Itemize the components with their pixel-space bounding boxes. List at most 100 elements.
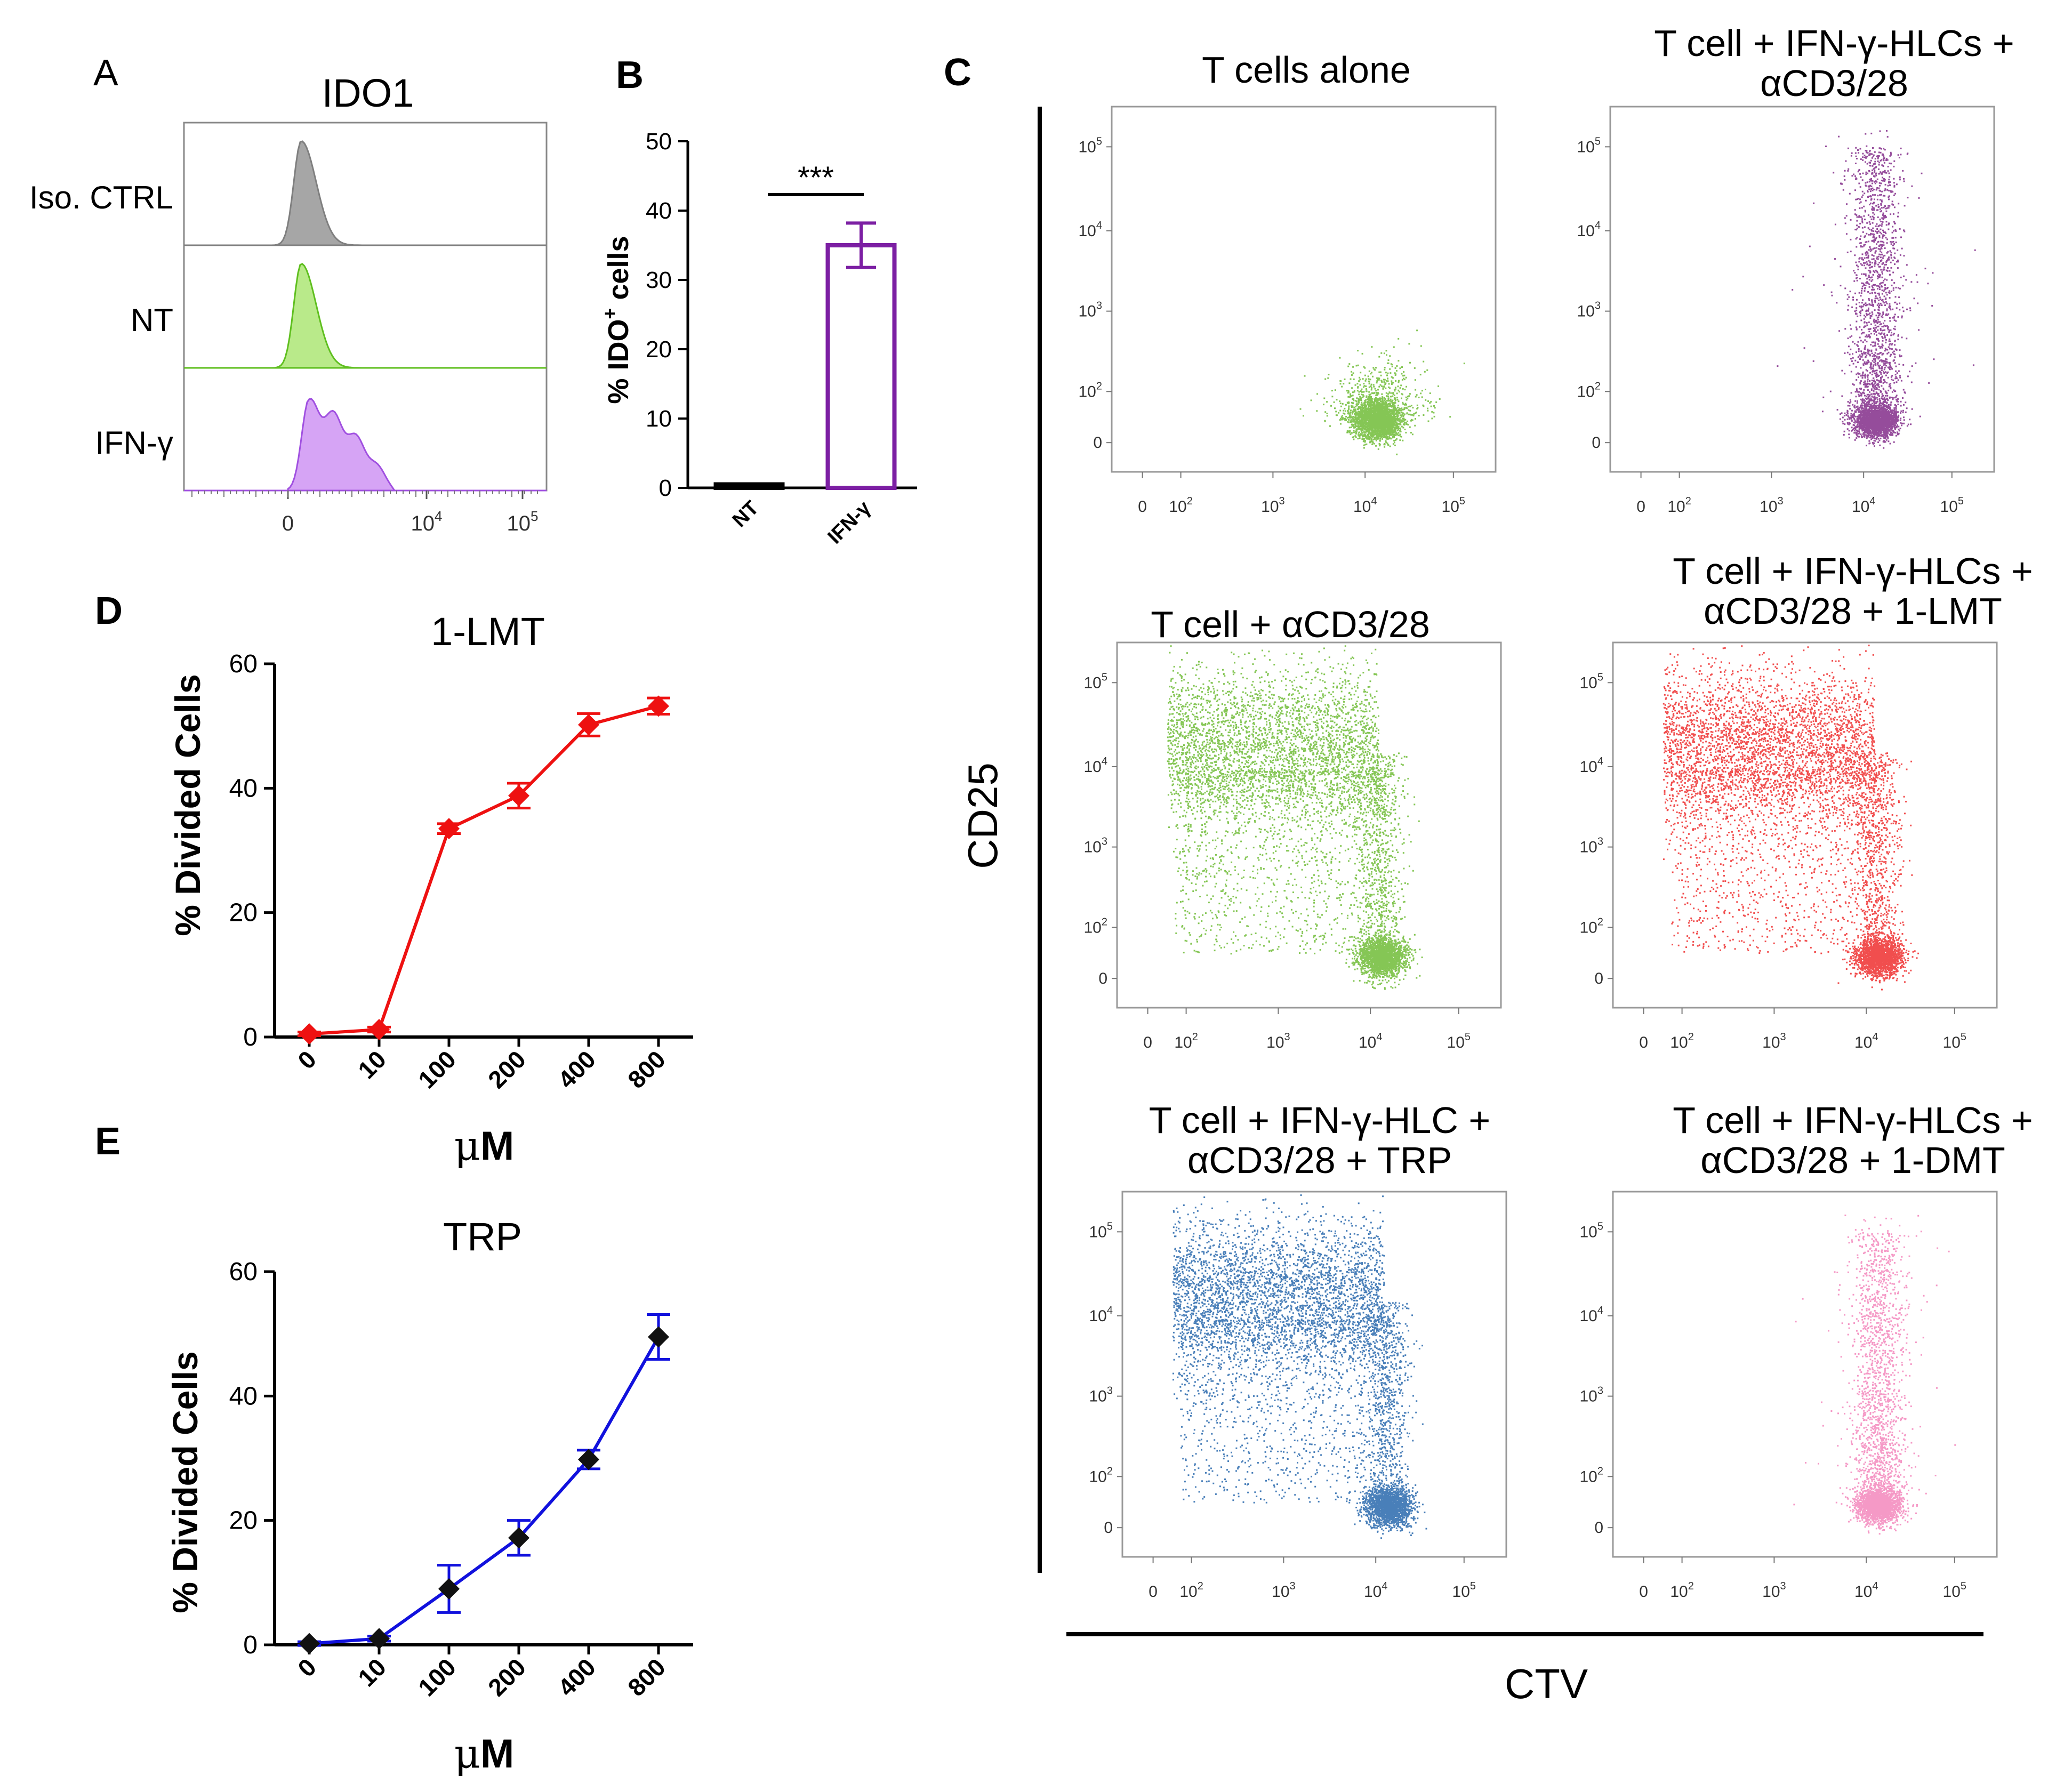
panel-a-xtick-label: 0	[282, 512, 294, 535]
panel-c-ytick-label: 104	[1577, 220, 1601, 240]
panel-d: 1-LMT % Divided Cells μM 0 20 40 60 0 10 100 20…	[168, 609, 693, 1169]
panel-c-xtick-label: 104	[1353, 495, 1377, 516]
panel-c-plot-title: T cell + IFN-γ-HLCs +	[1673, 550, 2033, 592]
panel-c-plot-1: T cell + IFN-γ-HLCs +αCD3/28 0 0 102 102 103 1…	[1577, 22, 2014, 516]
panel-e-xtick-label: 10	[352, 1653, 391, 1692]
panel-d-ylabel: % Divided Cells	[168, 674, 207, 936]
panel-c-dot-cloud	[1172, 1194, 1427, 1539]
panel-a-frame	[183, 122, 548, 492]
panel-c-ytick-label: 0	[1594, 1519, 1603, 1537]
panel-c-xtick-label: 104	[1364, 1580, 1388, 1601]
panel-c-plot-title: T cell + IFN-γ-HLCs +	[1673, 1099, 2033, 1141]
panel-c-dot-cloud	[1663, 645, 1920, 991]
panel-c-xtick-label: 105	[1452, 1580, 1476, 1601]
panel-c: CD25 CTV T cells alone 0 0 102 102 103 103 104 1…	[959, 22, 2033, 1707]
panel-c-ytick-label: 105	[1089, 1220, 1113, 1241]
panel-b-significance: ***	[798, 160, 834, 195]
panel-e-ytick-label: 0	[243, 1631, 258, 1659]
panel-c-plot-title: T cells alone	[1202, 49, 1411, 91]
panel-c-ytick-label: 0	[1592, 434, 1601, 452]
panel-e-point	[368, 1628, 390, 1650]
panel-c-xtick-label: 0	[1138, 498, 1147, 516]
panel-a: IDO1 Iso. CTRL NT IFN-γ 0 104 105	[29, 71, 548, 535]
panel-d-point	[299, 1023, 320, 1045]
panel-c-ytick-label: 102	[1084, 916, 1108, 936]
panel-c-plot-4: T cell + IFN-γ-HLC +αCD3/28 + TRP 0 0 102 10…	[1089, 1099, 1507, 1601]
panel-d-xtick-label: 0	[292, 1045, 322, 1074]
panel-c-xtick-label: 103	[1762, 1580, 1786, 1601]
panel-c-plot-5: T cell + IFN-γ-HLCs +αCD3/28 + 1-DMT 0 0 10…	[1580, 1099, 2033, 1601]
panel-d-xtick-label: 10	[352, 1045, 391, 1084]
panel-d-series-line	[309, 704, 659, 1036]
panel-a-row-label-0: Iso. CTRL	[29, 180, 173, 215]
panel-d-ytick-label: 60	[229, 650, 258, 678]
panel-d-xtick-label: 200	[483, 1045, 531, 1094]
panel-c-dot-cloud	[1167, 645, 1423, 990]
panel-c-xtick-label: 0	[1639, 1583, 1648, 1601]
panel-c-xtick-label: 104	[1854, 1031, 1878, 1051]
panel-c-dots	[1172, 1194, 1427, 1539]
panel-a-histogram-0	[264, 140, 375, 246]
panel-c-xtick-label: 0	[1149, 1583, 1158, 1601]
panel-c-ytick-label: 105	[1580, 1220, 1604, 1241]
panel-c-dots	[1167, 645, 1423, 990]
panel-c-dot-cloud	[1777, 130, 1976, 449]
panel-e-point	[508, 1527, 529, 1549]
panel-b-xtick-label: IFN-γ	[823, 497, 875, 549]
panel-e-xtick-label: 400	[552, 1653, 601, 1701]
panel-c-ytick-label: 102	[1580, 916, 1604, 936]
panel-e-xlabel: μM	[454, 1730, 515, 1777]
panel-c-plot-title: T cell + αCD3/28	[1151, 604, 1430, 645]
panel-e-xtick-label: 800	[622, 1653, 671, 1701]
panel-e-ytick-label: 20	[229, 1507, 258, 1535]
panel-d-xtick-label: 400	[552, 1045, 601, 1094]
panel-c-dots	[1777, 130, 1976, 449]
panel-d-title: 1-LMT	[431, 609, 545, 654]
panel-letter-c: C	[944, 51, 971, 94]
panel-c-xtick-label: 0	[1143, 1034, 1152, 1051]
panel-c-xtick-label: 102	[1169, 495, 1193, 516]
panel-c-plot-frame	[1609, 106, 1995, 473]
panel-c-xtick-label: 102	[1179, 1580, 1203, 1601]
panel-e-xtick-label: 100	[413, 1653, 461, 1701]
panel-c-ytick-label: 0	[1093, 434, 1102, 452]
panel-b-ytick-label: 40	[646, 198, 672, 224]
panel-e-point	[438, 1578, 460, 1600]
panel-c-ytick-label: 103	[1084, 836, 1108, 856]
panel-c-ytick-label: 103	[1577, 300, 1601, 320]
panel-b-ytick-label: 10	[646, 406, 672, 432]
panel-c-ytick-label: 102	[1079, 380, 1103, 400]
panel-c-ytick-label: 104	[1089, 1305, 1113, 1325]
panel-e-ytick-label: 60	[229, 1258, 258, 1286]
panel-c-xtick-label: 104	[1852, 495, 1876, 516]
panel-a-row-label-2: IFN-γ	[95, 425, 173, 461]
panel-a-histogram-2	[287, 398, 396, 492]
panel-c-xtick-label: 105	[1442, 495, 1466, 516]
panel-c-xtick-label: 105	[1943, 1580, 1967, 1601]
panel-c-plot-0: T cells alone 0 0 102 102 103 103 104 104 105 105	[1079, 49, 1497, 516]
panel-d-point	[508, 785, 529, 807]
panel-e-point	[299, 1633, 320, 1654]
panel-a-xtick-label: 105	[507, 508, 539, 535]
panel-c-ytick-label: 0	[1594, 970, 1603, 987]
panel-c-xtick-label: 102	[1670, 1580, 1694, 1601]
panel-c-ytick-label: 105	[1577, 135, 1601, 156]
panel-c-xtick-label: 103	[1261, 495, 1285, 516]
panel-a-xtick-label: 104	[411, 508, 443, 535]
panel-c-xtick-label: 105	[1943, 1031, 1967, 1051]
panel-b-bar-IFN-γ	[825, 243, 897, 490]
panel-c-xtick-label: 103	[1762, 1031, 1786, 1051]
panel-c-xtick-label: 104	[1359, 1031, 1383, 1051]
panel-d-point	[368, 1019, 390, 1040]
panel-c-xlabel: CTV	[1505, 1660, 1588, 1707]
panel-letter-b: B	[616, 54, 644, 97]
panel-a-title: IDO1	[322, 71, 414, 115]
panel-d-xtick-label: 800	[622, 1045, 671, 1094]
panel-c-dots	[1663, 645, 1920, 991]
panel-letter-d: D	[95, 590, 123, 632]
panel-c-ytick-label: 102	[1580, 1465, 1604, 1485]
panel-c-xtick-label: 0	[1639, 1034, 1648, 1051]
panel-c-xtick-label: 102	[1667, 495, 1691, 516]
panel-c-ytick-label: 105	[1084, 671, 1108, 692]
